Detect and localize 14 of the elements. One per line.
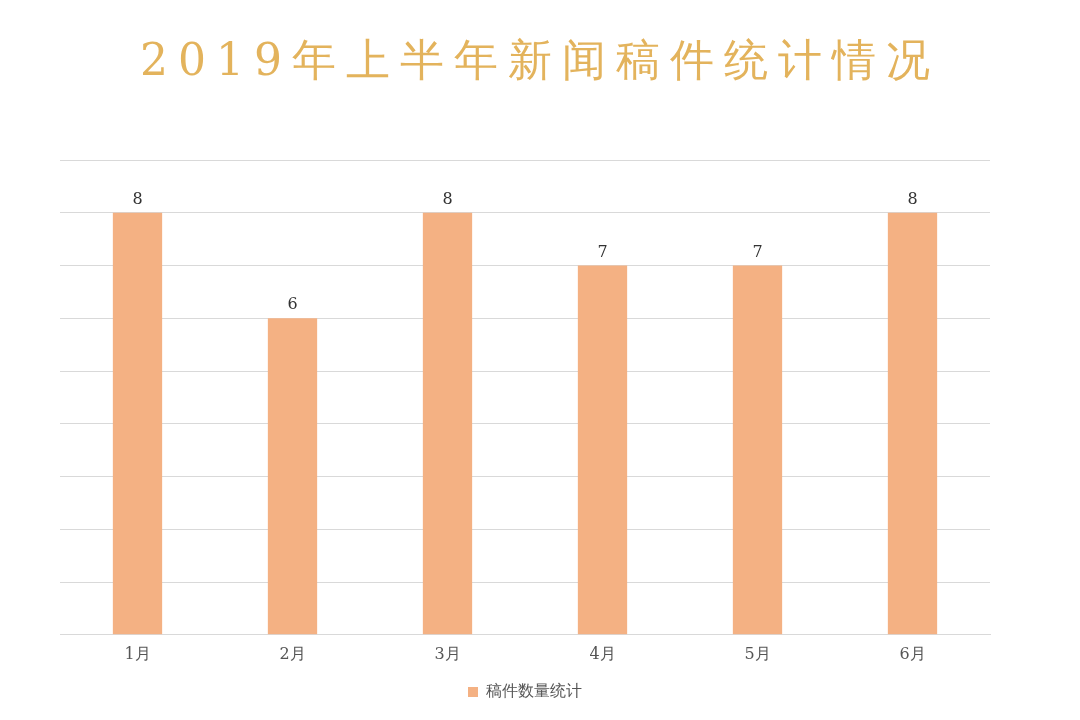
x-tick-label: 1月 — [124, 643, 151, 663]
x-tick-label: 2月 — [279, 643, 306, 663]
x-tick-label: 4月 — [589, 643, 616, 663]
data-label: 7 — [752, 241, 763, 261]
data-label: 6 — [287, 294, 298, 314]
data-label: 8 — [907, 188, 918, 208]
x-tick-label: 6月 — [899, 643, 926, 663]
legend-label: 稿件数量统计 — [486, 681, 582, 701]
data-label: 8 — [442, 188, 453, 208]
x-tick-label: 3月 — [434, 643, 461, 663]
chart-title: 2019年上半年新闻稿件统计情况 — [139, 32, 941, 87]
x-tick-label: 5月 — [744, 643, 771, 663]
data-label: 7 — [597, 241, 608, 261]
data-label: 8 — [132, 188, 143, 208]
